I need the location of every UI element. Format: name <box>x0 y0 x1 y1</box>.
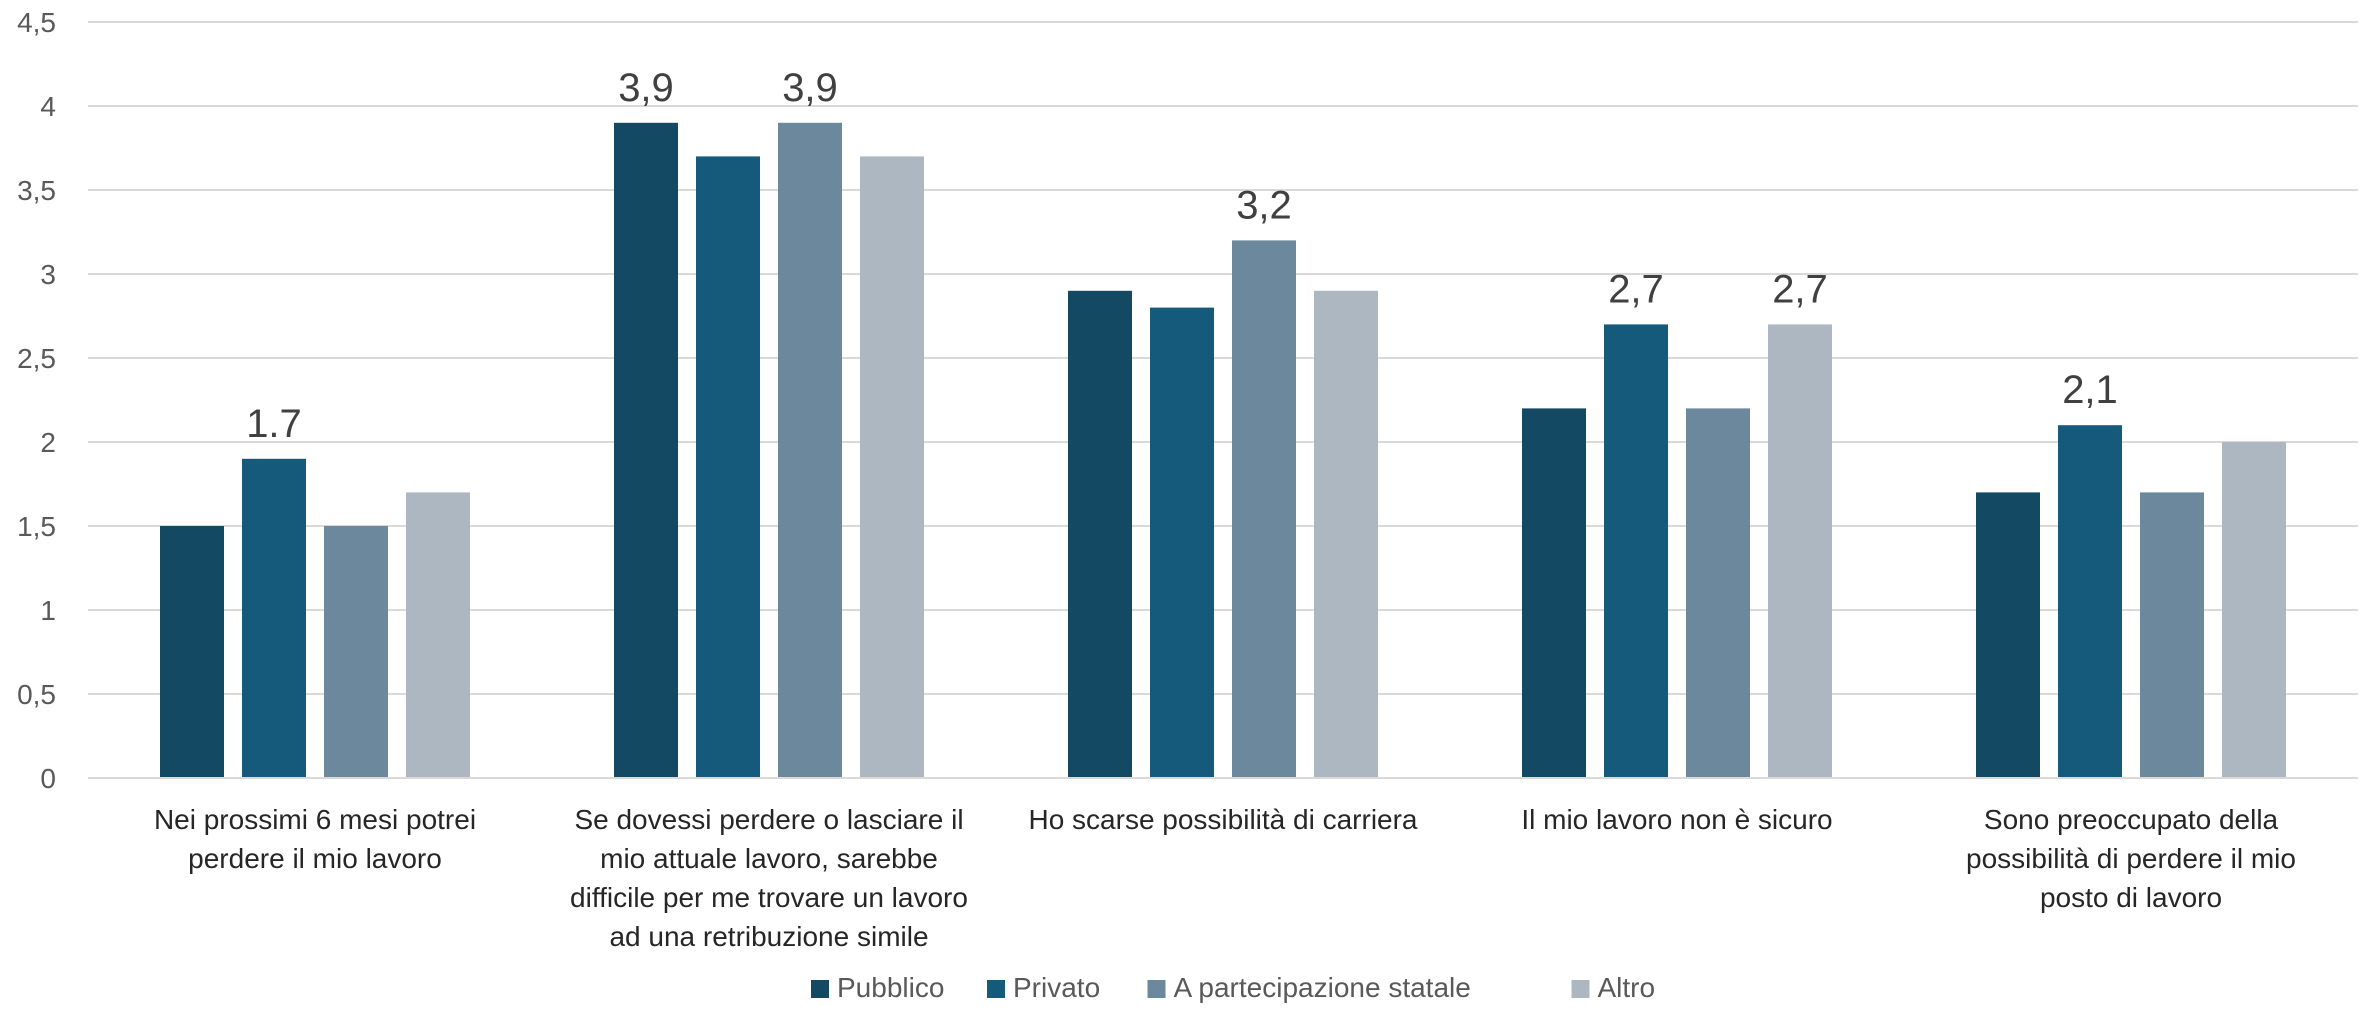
bar <box>1604 324 1668 778</box>
bar <box>778 122 842 779</box>
bar <box>242 458 306 778</box>
bar <box>1314 290 1378 778</box>
bar <box>860 156 924 778</box>
bar <box>2140 492 2204 778</box>
bar <box>324 526 388 778</box>
legend-label: Privato <box>1013 972 1100 1003</box>
bar <box>2222 442 2286 778</box>
data-label: 1.7 <box>246 402 302 446</box>
bar <box>1976 492 2040 778</box>
x-category-label-line: Se dovessi perdere o lasciare il <box>574 804 963 835</box>
x-category-label: Il mio lavoro non è sicuro <box>1521 804 1832 835</box>
bar <box>1686 408 1750 778</box>
data-label: 2,7 <box>1772 267 1828 311</box>
bar <box>1068 290 1132 778</box>
bar <box>1522 408 1586 778</box>
bars <box>160 122 2286 779</box>
x-category-label-line: Sono preoccupato della <box>1984 804 2279 835</box>
x-category-label: Se dovessi perdere o lasciare il mio attu… <box>570 804 968 952</box>
legend-swatch <box>1571 980 1590 998</box>
legend-label: A partecipazione statale <box>1174 972 1471 1003</box>
legend-item: Pubblico <box>811 972 944 1003</box>
bar <box>696 156 760 778</box>
bar <box>2058 425 2122 778</box>
data-labels: 1.7 3,9 3,9 3,2 2,7 2,7 2,1 <box>246 66 2118 446</box>
x-category-labels: Nei prossimi 6 mesi potrei perdere il mio… <box>154 804 2296 952</box>
x-category-label-line: possibilità di perdere il mio <box>1966 843 2296 874</box>
y-grid: 0 0,5 1 1,5 2 2,5 3 3,5 4 4,5 <box>17 7 2358 794</box>
x-category-label-line: posto di lavoro <box>2040 882 2222 913</box>
bar <box>1150 307 1214 778</box>
x-category-label-line: Il mio lavoro non è sicuro <box>1521 804 1832 835</box>
x-category-label-line: ad una retribuzione simile <box>609 921 928 952</box>
data-label: 2,1 <box>2062 368 2118 412</box>
bar <box>406 492 470 778</box>
y-tick-label: 3,5 <box>17 175 56 206</box>
x-category-label-line: mio attuale lavoro, sarebbe <box>600 843 938 874</box>
legend-swatch <box>811 980 829 998</box>
x-category-label: Nei prossimi 6 mesi potrei perdere il mio… <box>154 804 476 874</box>
x-category-label: Sono preoccupato della possibilità di per… <box>1966 804 2296 913</box>
data-label: 2,7 <box>1608 267 1664 311</box>
data-label: 3,9 <box>782 66 838 110</box>
x-category-label: Ho scarse possibilità di carriera <box>1028 804 1417 835</box>
y-tick-label: 2 <box>40 427 56 458</box>
legend-label: Pubblico <box>837 972 944 1003</box>
y-tick-label: 1,5 <box>17 511 56 542</box>
data-label: 3,2 <box>1236 183 1292 227</box>
data-label: 3,9 <box>618 66 674 110</box>
legend-swatch <box>987 980 1005 998</box>
y-tick-label: 4 <box>40 91 56 122</box>
bar <box>1232 240 1296 778</box>
y-tick-label: 2,5 <box>17 343 56 374</box>
y-tick-label: 3 <box>40 259 56 290</box>
x-category-label-line: difficile per me trovare un lavoro <box>570 882 968 913</box>
legend-item: Altro <box>1571 972 1656 1003</box>
legend-label: Altro <box>1598 972 1656 1003</box>
x-category-label-line: Ho scarse possibilità di carriera <box>1028 804 1417 835</box>
bar <box>614 122 678 779</box>
y-tick-label: 4,5 <box>17 7 56 38</box>
bar <box>160 526 224 778</box>
x-category-label-line: Nei prossimi 6 mesi potrei <box>154 804 476 835</box>
y-tick-label: 1 <box>40 595 56 626</box>
x-category-label-line: perdere il mio lavoro <box>188 843 442 874</box>
legend-item: Privato <box>987 972 1100 1003</box>
legend-swatch <box>1147 980 1166 998</box>
legend-item: A partecipazione statale <box>1147 972 1471 1003</box>
legend: Pubblico Privato A partecipazione statale A… <box>811 972 1655 1003</box>
y-tick-label: 0,5 <box>17 679 56 710</box>
bar <box>1768 324 1832 778</box>
y-tick-label: 0 <box>40 763 56 794</box>
